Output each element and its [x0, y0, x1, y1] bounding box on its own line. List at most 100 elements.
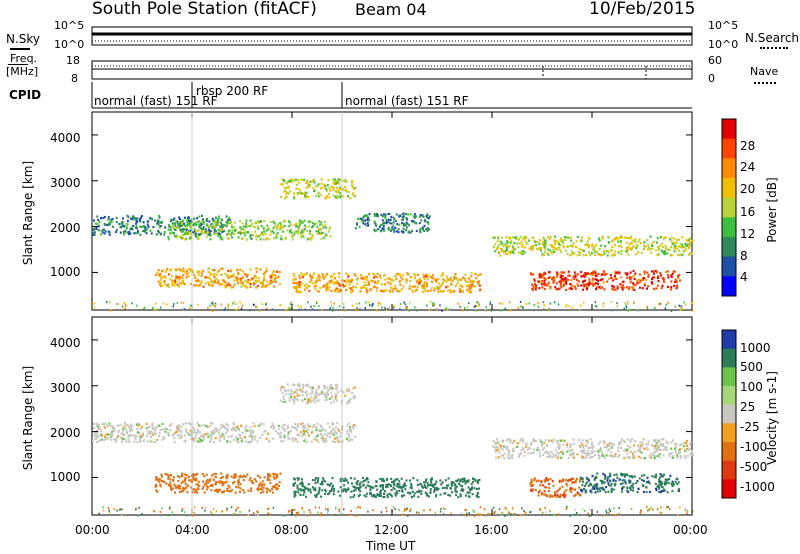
- velocity-panel-cell: [169, 478, 172, 481]
- velocity-panel-cell: [306, 384, 309, 387]
- power-panel-cell: [316, 289, 319, 292]
- power-panel-cell: [499, 247, 502, 250]
- velocity-panel-cell: [198, 437, 201, 440]
- power-panel-cell: [497, 251, 500, 254]
- velocity-panel-cell: [629, 450, 632, 453]
- velocity-panel-cell: [119, 423, 122, 426]
- velocity-panel-cell: [305, 487, 308, 490]
- velocity-panel-cell: [216, 480, 219, 483]
- power-panel-cell: [344, 180, 347, 183]
- x-tick-2400: 00:00: [673, 523, 708, 537]
- power-panel-cell: [225, 275, 228, 278]
- velocity-panel-cell: [164, 472, 167, 476]
- velocity-panel-cell: [192, 475, 195, 478]
- velocity-panel-cell: [584, 490, 587, 493]
- velocity-panel-cell: [358, 493, 361, 496]
- power-panel-cell: [598, 237, 600, 240]
- velocity-panel-cell: [427, 484, 430, 487]
- power-panel-cell: [324, 224, 327, 227]
- velocity-panel-cell: [177, 434, 179, 437]
- power-panel-cell: [178, 278, 181, 281]
- velocity-panel-cell: [329, 383, 332, 386]
- velocity-panel-cell: [265, 437, 268, 440]
- power-panel-cell: [231, 229, 234, 232]
- power-panel-cell: [167, 283, 170, 286]
- velocity-panel-cell: [659, 449, 662, 452]
- power-panel-cell: [349, 197, 352, 200]
- power-panel-cell: [179, 283, 182, 286]
- power-panel-cell: [338, 276, 341, 279]
- velocity-panel-cell: [297, 491, 300, 494]
- power-panel-noise-cell: [625, 306, 628, 309]
- velocity-panel-cell: [467, 479, 470, 482]
- power-panel-cell: [217, 220, 219, 223]
- velocity-panel-cell: [545, 450, 548, 453]
- power-panel-noise-cell: [372, 303, 374, 306]
- power-panel-cell: [237, 272, 240, 275]
- power-panel-cell: [190, 282, 193, 286]
- power-panel-cell: [442, 290, 445, 293]
- power-panel-noise-cell: [261, 303, 264, 305]
- velocity-panel-cell: [272, 475, 275, 478]
- power-panel-cell: [612, 285, 615, 288]
- velocity-panel-cell: [599, 490, 602, 493]
- power-panel-cell: [280, 195, 283, 198]
- power-panel-cell: [662, 278, 665, 281]
- velocity-panel-cell: [538, 452, 541, 455]
- velocity-panel-cell: [195, 477, 198, 480]
- velocity-panel-cell: [322, 437, 324, 440]
- power-panel-cell: [638, 238, 641, 241]
- power-panel-cell: [328, 196, 331, 199]
- power-panel-cell: [399, 214, 402, 217]
- velocity-panel-cell: [346, 429, 349, 432]
- velocity-panel-cell: [207, 481, 210, 484]
- velocity-panel-cell: [177, 484, 180, 487]
- velocity-panel-cell: [471, 486, 474, 489]
- power-panel-cell: [398, 223, 401, 226]
- velocity-panel-cell: [331, 477, 334, 480]
- power-panel-cell: [368, 273, 371, 276]
- power-panel-cell: [155, 233, 158, 236]
- velocity-panel-cell: [315, 495, 318, 498]
- power-panel-cell: [666, 285, 669, 288]
- power-panel-cell: [441, 281, 444, 284]
- power-panel-cell: [181, 270, 184, 273]
- velocity-panel-cell: [250, 487, 252, 490]
- x-axis-label: Time UT: [366, 539, 416, 553]
- velocity-panel-cell: [494, 456, 497, 459]
- freq-label: Freq.: [10, 52, 38, 65]
- power-panel-cell: [382, 274, 385, 277]
- power-panel-cell: [674, 280, 676, 284]
- power-panel-cell: [458, 278, 461, 281]
- velocity-panel-cell: [111, 427, 114, 430]
- power-panel-cell: [214, 224, 217, 227]
- power-panel-cell: [655, 287, 658, 290]
- power-panel-cell: [279, 221, 282, 225]
- velocity-panel-cell: [607, 476, 610, 479]
- power-panel-cell: [334, 190, 337, 193]
- power-panel-cell: [597, 253, 600, 256]
- velocity-panel-cell: [628, 481, 631, 484]
- velocity-panel-cell: [365, 495, 368, 498]
- power-panel-cell: [541, 274, 544, 277]
- power-panel-cell: [469, 288, 472, 291]
- velocity-panel-cell: [242, 475, 244, 478]
- velocity-panel-cell: [317, 477, 320, 480]
- power-panel-cell: [362, 216, 365, 219]
- velocity-panel-cell: [214, 481, 217, 484]
- power-panel-cell: [457, 281, 460, 284]
- power-panel-cell: [299, 286, 302, 289]
- power-panel-noise-cell: [691, 309, 694, 312]
- power-panel-cell: [595, 288, 598, 291]
- power-panel-cell: [675, 241, 678, 244]
- power-panel-cell: [313, 272, 316, 275]
- velocity-panel-cell: [108, 422, 111, 425]
- power-panel-cell: [207, 233, 210, 236]
- power-panel-cell: [624, 250, 627, 253]
- power-panel-cell: [326, 184, 329, 187]
- power-panel-cell: [342, 179, 345, 182]
- velocity-panel-cell: [320, 429, 323, 432]
- power-panel-cell: [549, 286, 552, 289]
- power-panel-cell: [166, 267, 169, 271]
- power-panel-cell: [681, 253, 684, 256]
